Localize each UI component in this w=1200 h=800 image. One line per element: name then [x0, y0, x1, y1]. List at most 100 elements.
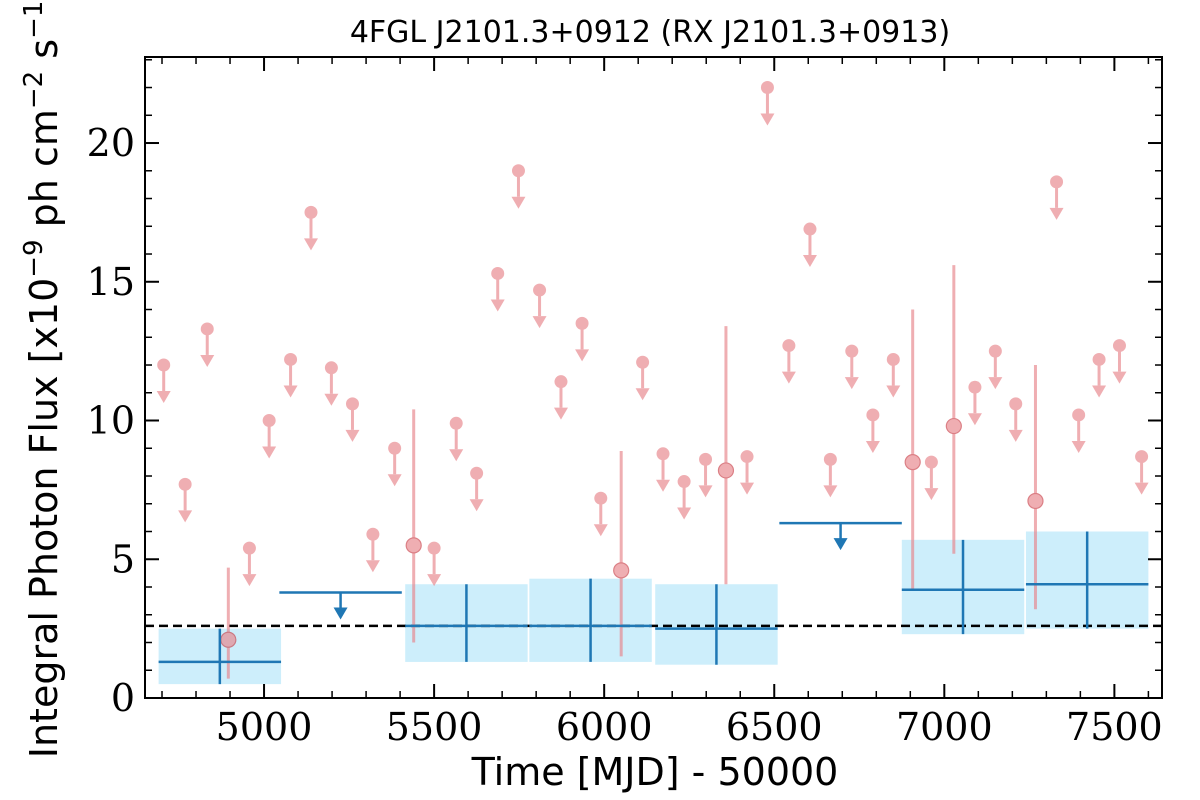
- upper-limit-point: [200, 322, 214, 336]
- y-tick-label: 0: [111, 676, 135, 720]
- upper-limit-marker: [1071, 408, 1086, 453]
- upper-limit-point: [1050, 175, 1064, 189]
- upper-limit-arrowhead: [575, 349, 590, 362]
- upper-limit-arrowhead: [262, 446, 277, 459]
- upper-limit-arrowhead: [387, 474, 402, 487]
- y-axis-label-unit-1: ph cm: [22, 109, 66, 239]
- detection-marker: [717, 462, 735, 479]
- upper-limit-marker: [988, 344, 1003, 390]
- upper-limit-point: [845, 344, 859, 358]
- detection-marker: [904, 454, 921, 471]
- upper-limit-arrowhead: [449, 449, 464, 462]
- y-axis-label: Integral Photon Flux [x10−9 ph cm−2 s−1]: [19, 0, 66, 758]
- upper-limit-arrowhead: [200, 354, 215, 367]
- y-tick-label: 15: [87, 260, 135, 304]
- upper-limit-point: [470, 466, 484, 480]
- upper-limit-marker: [532, 283, 547, 329]
- upper-limit-marker: [1092, 352, 1107, 398]
- upper-limit-marker: [781, 339, 796, 384]
- long-bin-point: [901, 539, 1025, 635]
- x-tick-label: 7500: [1066, 705, 1163, 749]
- upper-limit-arrowhead: [511, 196, 526, 209]
- chart-title: 4FGL J2101.3+0912 (RX J2101.3+0913): [350, 15, 950, 50]
- upper-limit-point: [636, 355, 650, 369]
- long-bin-ul-arrowhead: [333, 607, 348, 620]
- upper-limit-arrowhead: [1008, 429, 1023, 442]
- upper-limit-marker: [200, 322, 215, 367]
- long-bin-series: [158, 521, 1149, 685]
- upper-limit-arrowhead: [324, 393, 339, 406]
- upper-limit-arrowhead: [156, 391, 171, 404]
- detection-marker: [1027, 492, 1044, 510]
- upper-limit-arrowhead: [740, 482, 755, 495]
- upper-limit-point: [968, 380, 982, 394]
- upper-limit-marker: [156, 358, 171, 404]
- upper-limit-marker: [844, 344, 859, 390]
- upper-limit-point: [1072, 408, 1086, 422]
- upper-limit-marker: [802, 222, 817, 268]
- upper-limit-arrowhead: [593, 524, 608, 537]
- upper-limit-marker: [469, 466, 484, 512]
- upper-limit-marker: [1134, 450, 1149, 495]
- upper-limit-marker: [1008, 397, 1023, 442]
- upper-limit-marker: [553, 375, 568, 420]
- upper-limit-marker: [303, 205, 318, 251]
- long-bin-point: [405, 584, 528, 662]
- upper-limit-marker: [262, 414, 277, 459]
- upper-limit-marker: [1049, 175, 1064, 220]
- upper-limit-point: [449, 416, 463, 430]
- upper-limit-arrowhead: [886, 385, 901, 398]
- upper-limit-marker: [242, 541, 257, 587]
- long-bin-point: [529, 578, 652, 662]
- upper-limit-arrowhead: [924, 488, 939, 501]
- x-tick-label: 6500: [726, 705, 823, 749]
- upper-limit-point: [388, 441, 402, 455]
- upper-limit-arrowhead: [844, 377, 859, 390]
- upper-limit-point: [699, 452, 713, 466]
- x-axis-label: Time [MJD] - 50000: [471, 750, 839, 794]
- upper-limit-arrowhead: [1049, 207, 1064, 220]
- upper-limit-point: [782, 339, 796, 353]
- upper-limit-point: [575, 316, 589, 330]
- upper-limit-point: [656, 447, 670, 461]
- upper-limit-marker: [324, 361, 339, 406]
- upper-limit-point: [924, 455, 938, 469]
- upper-limit-point: [284, 352, 298, 366]
- x-tick-label: 7000: [896, 705, 993, 749]
- upper-limit-point: [511, 164, 525, 178]
- upper-limit-point: [866, 408, 880, 422]
- upper-limit-point: [803, 222, 817, 236]
- y-axis-label-exponent-2: −2: [19, 71, 49, 109]
- upper-limit-arrowhead: [802, 255, 817, 268]
- upper-limit-point: [760, 81, 774, 95]
- upper-limit-point: [366, 527, 380, 541]
- axes: 5000 5500 6000 6500 7000 7500 0 5 10 15 20: [87, 56, 1163, 749]
- upper-limit-arrowhead: [532, 316, 547, 329]
- long-bin-upper-limit: [279, 591, 402, 620]
- upper-limit-arrowhead: [1134, 482, 1149, 495]
- upper-limit-point: [242, 541, 256, 555]
- upper-limit-marker: [283, 352, 298, 398]
- upper-limit-marker: [967, 380, 982, 426]
- long-bin-error-bands: [158, 531, 1149, 685]
- upper-limit-point: [157, 358, 171, 372]
- upper-limit-marker: [823, 452, 838, 498]
- upper-limit-marker: [656, 447, 671, 492]
- upper-limit-point: [178, 477, 192, 491]
- upper-limit-arrowhead: [1071, 440, 1086, 453]
- upper-limit-point: [740, 450, 754, 464]
- upper-limit-arrowhead: [656, 479, 671, 492]
- upper-limit-arrowhead: [823, 485, 838, 498]
- upper-limit-arrowhead: [781, 371, 796, 384]
- detection-marker: [220, 631, 237, 648]
- upper-limit-marker: [345, 397, 360, 442]
- upper-limit-marker: [490, 266, 505, 312]
- upper-limit-marker: [1112, 339, 1127, 384]
- upper-limit-marker: [865, 408, 880, 453]
- upper-limit-point: [1092, 352, 1106, 366]
- upper-limit-arrowhead: [303, 238, 318, 251]
- upper-limit-marker: [511, 164, 526, 209]
- upper-limit-arrowhead: [469, 499, 484, 512]
- upper-limit-point: [324, 361, 338, 375]
- upper-limit-point: [677, 475, 691, 489]
